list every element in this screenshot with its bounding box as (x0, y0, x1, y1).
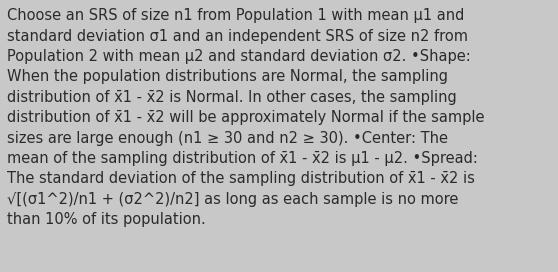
Text: Choose an SRS of size n1 from Population 1 with mean μ1 and
standard deviation σ: Choose an SRS of size n1 from Population… (7, 8, 485, 227)
